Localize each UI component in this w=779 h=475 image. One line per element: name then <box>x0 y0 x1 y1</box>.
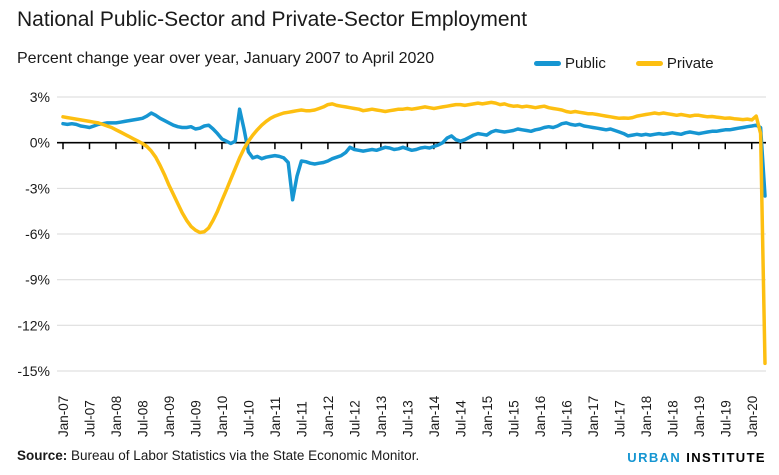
x-tick-label: Jan-17 <box>586 396 601 437</box>
source-text: Bureau of Labor Statistics via the State… <box>67 448 420 463</box>
x-tick-label: Jul-16 <box>559 400 574 437</box>
x-tick-label: Jan-07 <box>56 396 71 437</box>
y-tick-label: 3% <box>30 89 50 105</box>
x-tick-label: Jan-14 <box>427 395 442 437</box>
source-label: Source: <box>17 448 68 463</box>
x-tick-label: Jan-18 <box>639 396 654 437</box>
source-note: Source: Bureau of Labor Statistics via t… <box>17 448 419 463</box>
y-tick-label: -15% <box>17 363 50 379</box>
x-tick-label: Jul-09 <box>189 400 204 437</box>
x-tick-label: Jan-19 <box>692 396 707 437</box>
public-line-swatch <box>534 61 561 66</box>
private-series-line <box>61 100 767 366</box>
x-tick-label: Jul-10 <box>241 400 256 437</box>
logo-institute: INSTITUTE <box>686 450 766 465</box>
legend-label-private: Private <box>666 55 714 72</box>
x-axis-labels: Jan-07 Jul-07 Jan-08 Jul-08 Jan-09 Jul-09 Jan-… <box>56 395 760 437</box>
x-tick-label: Jan-13 <box>374 396 389 437</box>
y-tick-label: 0% <box>30 135 50 151</box>
x-tick-label: Jul-19 <box>718 400 733 437</box>
data-lines <box>61 100 767 366</box>
logo-urban: URBAN <box>627 450 682 465</box>
legend: Public Private <box>534 55 714 72</box>
urban-institute-logo: URBAN INSTITUTE <box>627 450 766 465</box>
x-tick-label: Jul-12 <box>347 400 362 437</box>
x-tick-label: Jan-20 <box>745 396 760 437</box>
y-tick-label: -6% <box>25 226 50 242</box>
legend-label-public: Public <box>565 55 606 72</box>
x-tick-label: Jul-13 <box>400 400 415 437</box>
gridlines <box>57 96 766 372</box>
x-tick-label: Jul-07 <box>83 400 98 437</box>
y-tick-label: -3% <box>25 180 50 196</box>
x-tick-label: Jan-16 <box>533 396 548 437</box>
x-tick-label: Jan-12 <box>321 396 336 437</box>
public-series-line <box>61 107 767 202</box>
x-tick-label: Jan-09 <box>162 396 177 437</box>
x-tick-label: Jul-15 <box>506 400 521 437</box>
x-tick-label: Jul-11 <box>294 401 309 437</box>
chart-subtitle: Percent change year over year, January 2… <box>17 50 435 67</box>
x-tick-label: Jan-10 <box>215 396 230 437</box>
x-tick-label: Jan-11 <box>268 397 283 437</box>
legend-item-public: Public <box>534 55 606 72</box>
x-tick-label: Jul-14 <box>453 400 468 437</box>
y-tick-label: -9% <box>25 272 50 288</box>
x-tick-label: Jan-08 <box>109 396 124 437</box>
legend-item-private: Private <box>635 55 714 72</box>
x-tick-label: Jan-15 <box>480 396 495 437</box>
y-tick-label: -12% <box>17 317 50 333</box>
y-axis-labels: 3% 0% -3% -6% -9% -12% -15% <box>17 89 50 379</box>
x-tick-label: Jul-17 <box>612 400 627 437</box>
x-tick-label: Jul-08 <box>136 400 151 437</box>
private-line-swatch <box>635 61 663 66</box>
x-tick-label: Jul-18 <box>665 400 680 437</box>
page-title: National Public-Sector and Private-Secto… <box>17 8 528 31</box>
